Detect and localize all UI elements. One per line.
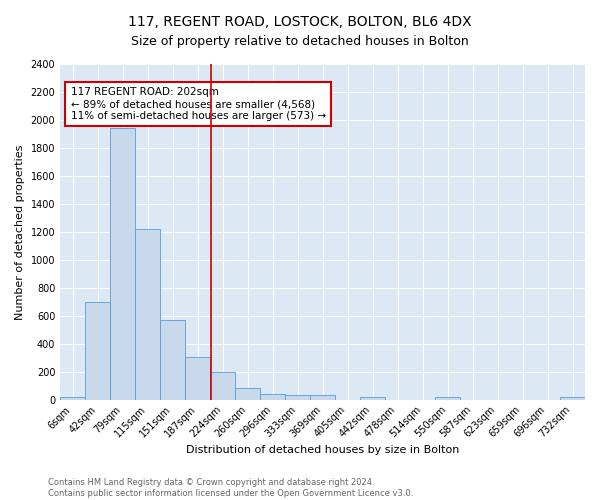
Bar: [285, 395, 310, 400]
Y-axis label: Number of detached properties: Number of detached properties: [15, 144, 25, 320]
Bar: [110, 128, 135, 400]
X-axis label: Distribution of detached houses by size in Bolton: Distribution of detached houses by size …: [186, 445, 459, 455]
Bar: [160, 320, 185, 400]
Bar: [60, 397, 85, 400]
Text: 117, REGENT ROAD, LOSTOCK, BOLTON, BL6 4DX: 117, REGENT ROAD, LOSTOCK, BOLTON, BL6 4…: [128, 15, 472, 29]
Bar: [135, 229, 160, 400]
Text: 117 REGENT ROAD: 202sqm
← 89% of detached houses are smaller (4,568)
11% of semi: 117 REGENT ROAD: 202sqm ← 89% of detache…: [71, 88, 326, 120]
Bar: [260, 394, 285, 400]
Bar: [235, 388, 260, 400]
Text: Contains HM Land Registry data © Crown copyright and database right 2024.
Contai: Contains HM Land Registry data © Crown c…: [48, 478, 413, 498]
Bar: [560, 397, 585, 400]
Bar: [310, 395, 335, 400]
Bar: [85, 302, 110, 400]
Text: Size of property relative to detached houses in Bolton: Size of property relative to detached ho…: [131, 35, 469, 48]
Bar: [210, 372, 235, 400]
Bar: [185, 357, 210, 400]
Bar: [360, 397, 385, 400]
Bar: [435, 397, 460, 400]
